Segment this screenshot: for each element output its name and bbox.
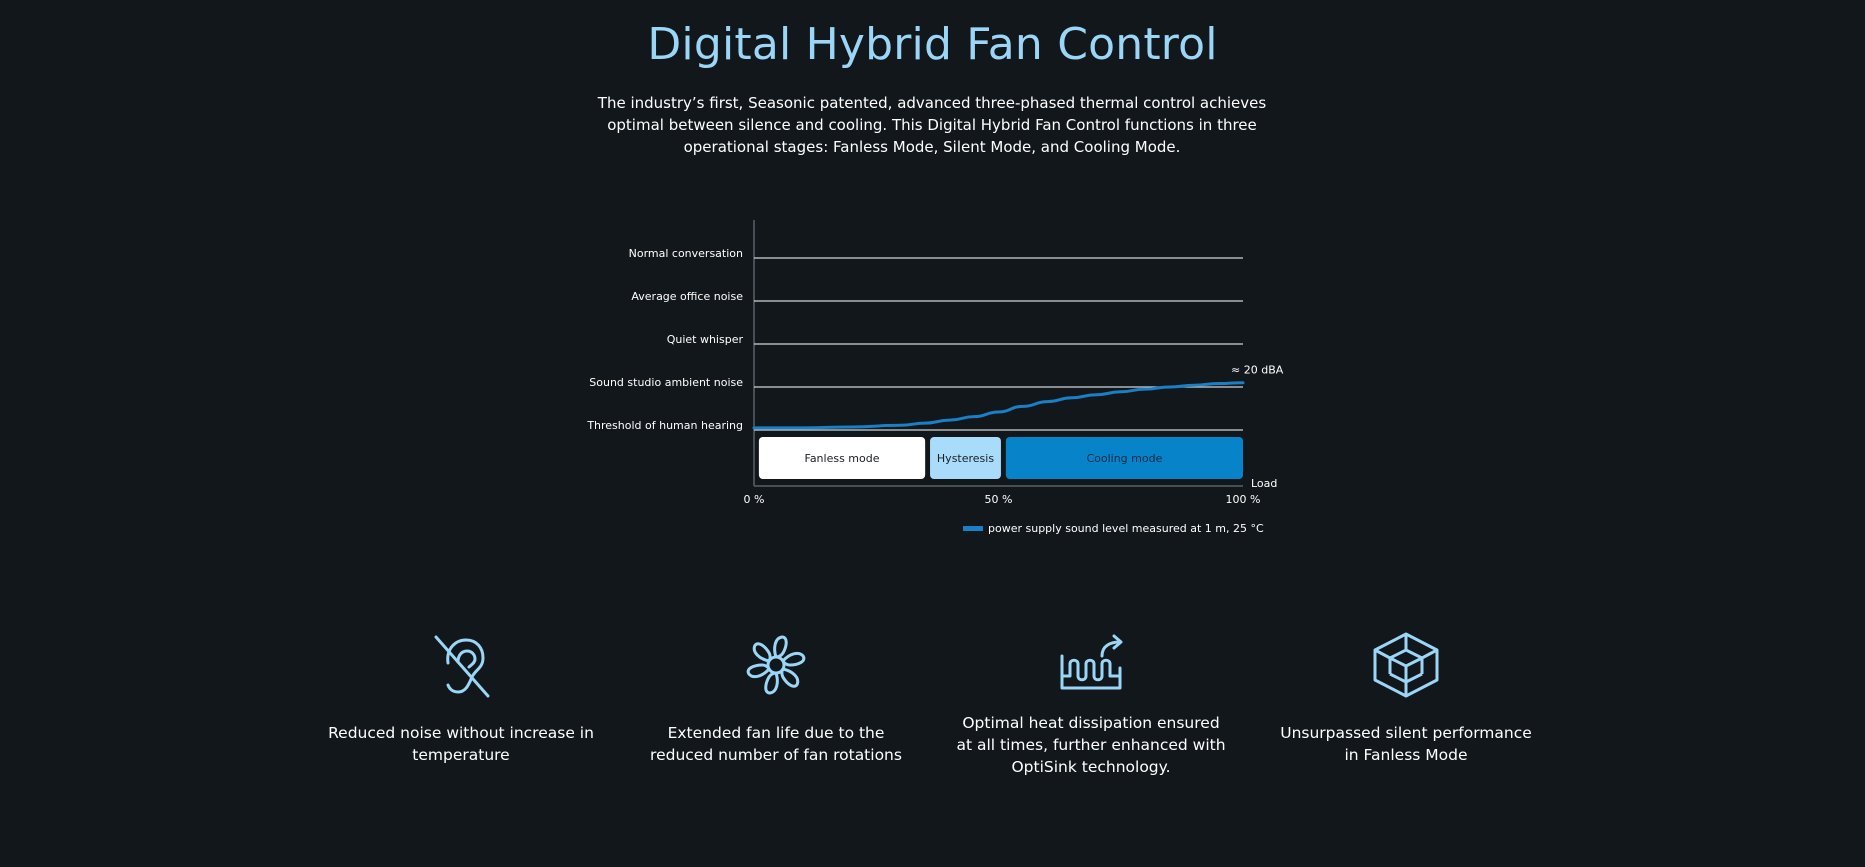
feature-item: Extended fan life due to the reduced num… xyxy=(641,630,911,766)
x-tick-label: 50 % xyxy=(985,493,1013,506)
feature-label: Unsurpassed silent performance in Fanles… xyxy=(1280,724,1532,764)
legend-swatch xyxy=(963,526,983,531)
y-level-label: Threshold of human hearing xyxy=(586,419,743,432)
mode-band xyxy=(1005,437,1243,479)
intro-text: The industry’s first, Seasonic patented,… xyxy=(597,94,1267,156)
chart-legend: power supply sound level measured at 1 m… xyxy=(963,522,1264,535)
feature-list: Reduced noise without increase in temper… xyxy=(0,630,1865,790)
y-level-label: Quiet whisper xyxy=(667,333,744,346)
feature-label: Extended fan life due to the reduced num… xyxy=(650,724,902,764)
x-tick-label: 100 % xyxy=(1226,493,1261,506)
mode-band xyxy=(930,437,1001,479)
mode-band-label: Hysteresis xyxy=(937,452,994,465)
feature-label: Reduced noise without increase in temper… xyxy=(328,724,594,764)
feature-item: Optimal heat dissipation ensured at all … xyxy=(956,630,1226,778)
x-tick-label: 0 % xyxy=(744,493,765,506)
x-axis-label: Load xyxy=(1251,477,1277,490)
chart-grid xyxy=(754,257,1243,431)
chart-y-labels: Threshold of human hearing Sound studio a… xyxy=(586,247,743,432)
chart-x-ticks: 0 % 50 % 100 % xyxy=(744,493,1261,506)
y-level-label: Sound studio ambient noise xyxy=(589,376,743,389)
mode-band-label: Fanless mode xyxy=(805,452,880,465)
feature-item: Unsurpassed silent performance in Fanles… xyxy=(1271,630,1541,766)
cube-icon xyxy=(1373,632,1439,698)
end-annotation: ≈ 20 dBA xyxy=(1231,364,1284,377)
y-level-label: Average office noise xyxy=(631,290,743,303)
series-line-sound-level xyxy=(752,381,1245,430)
mode-band xyxy=(758,437,926,479)
page-title: Digital Hybrid Fan Control xyxy=(647,19,1218,70)
silent-ear-icon xyxy=(434,635,490,698)
heat-dissipation-icon xyxy=(1060,634,1123,690)
chart-mode-bands: Fanless mode Hysteresis Cooling mode xyxy=(758,437,1243,479)
fan-icon xyxy=(746,635,806,695)
feature-item: Reduced noise without increase in temper… xyxy=(326,630,596,766)
feature-label: Optimal heat dissipation ensured at all … xyxy=(956,714,1226,776)
mode-band-label: Cooling mode xyxy=(1086,452,1162,465)
y-level-label: Normal conversation xyxy=(629,247,743,260)
legend-label: power supply sound level measured at 1 m… xyxy=(988,522,1264,535)
fan-noise-chart: Threshold of human hearing Sound studio a… xyxy=(586,220,1284,535)
